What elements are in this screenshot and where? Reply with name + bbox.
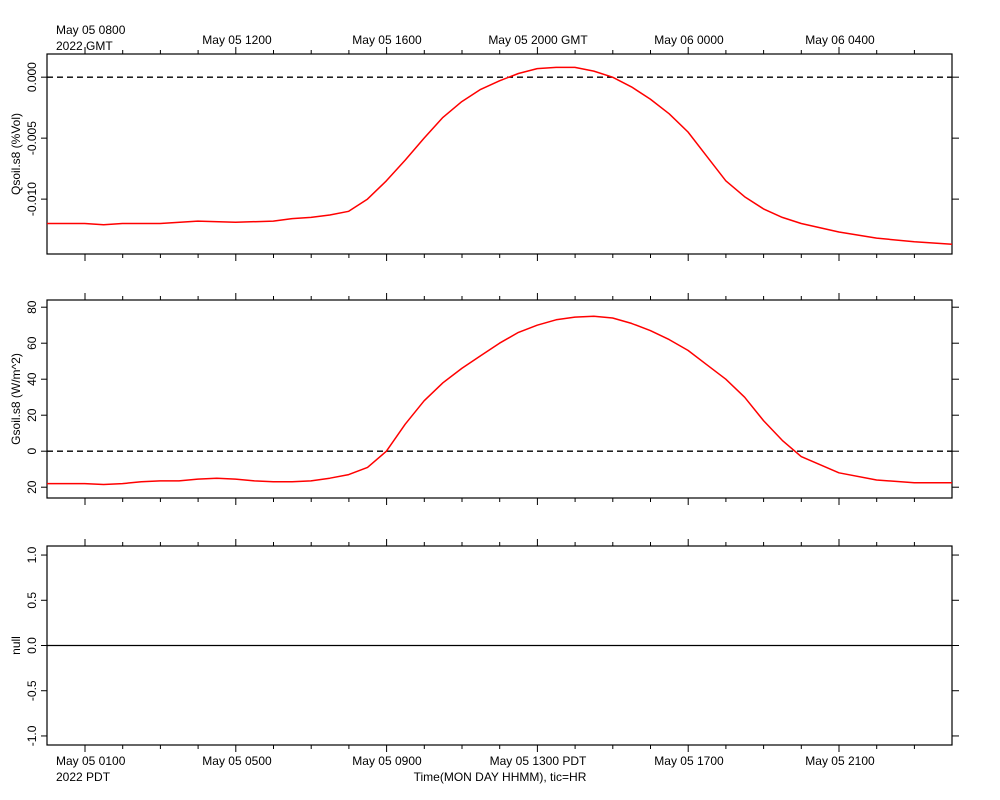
y-tick-label: 40 [25, 372, 39, 386]
top-tick-label: May 05 1600 [352, 33, 422, 47]
y-tick-label: 0.0 [25, 637, 39, 654]
bottom-tick-label: May 05 2100 [805, 754, 875, 768]
y-tick-label: 80 [25, 300, 39, 314]
bottom-first-tick-line1: May 05 0100 [56, 754, 126, 768]
y-tick-label: 20 [25, 408, 39, 422]
y-tick-label: -1.0 [25, 725, 39, 746]
y-tick-label: 0.5 [25, 592, 39, 609]
y-axis-label: Qsoil.s8 (%Vol) [9, 113, 23, 195]
y-tick-label: 0 [25, 448, 39, 455]
top-tick-label: May 05 2000 GMT [488, 33, 588, 47]
top-tick-label: May 06 0000 [654, 33, 724, 47]
y-axis-label: Gsoil.s8 (W/m^2) [9, 353, 23, 445]
y-tick-label: 60 [25, 336, 39, 350]
bottom-tick-label: May 05 0900 [352, 754, 422, 768]
top-tick-label: May 05 1200 [202, 33, 272, 47]
y-tick-label: -0.010 [25, 182, 39, 216]
y-tick-label: 0.000 [25, 62, 39, 92]
bottom-tick-label: May 05 1700 [654, 754, 724, 768]
top-first-tick-line1: May 05 0800 [56, 23, 126, 37]
y-tick-label: 1.0 [25, 546, 39, 563]
y-axis-label: null [9, 636, 23, 655]
plot-frame [46, 299, 953, 499]
y-tick-label: 20 [25, 480, 39, 494]
plot-frame [46, 53, 953, 255]
top-tick-label: May 06 0400 [805, 33, 875, 47]
series-line [47, 315, 952, 486]
y-tick-label: -0.5 [25, 680, 39, 701]
panel-null: 1.0 0.5 0.0 -0.5 -1.0 null [9, 539, 959, 752]
bottom-tick-label: May 05 0500 [202, 754, 272, 768]
y-tick-label: -0.005 [25, 121, 39, 155]
bottom-tick-label: May 05 1300 PDT [490, 754, 587, 768]
top-first-tick-line2: 2022 GMT [56, 39, 113, 53]
x-axis-title: Time(MON DAY HHMM), tic=HR [414, 770, 587, 784]
bottom-first-tick-line2: 2022 PDT [56, 770, 111, 784]
series-line [47, 66, 953, 245]
